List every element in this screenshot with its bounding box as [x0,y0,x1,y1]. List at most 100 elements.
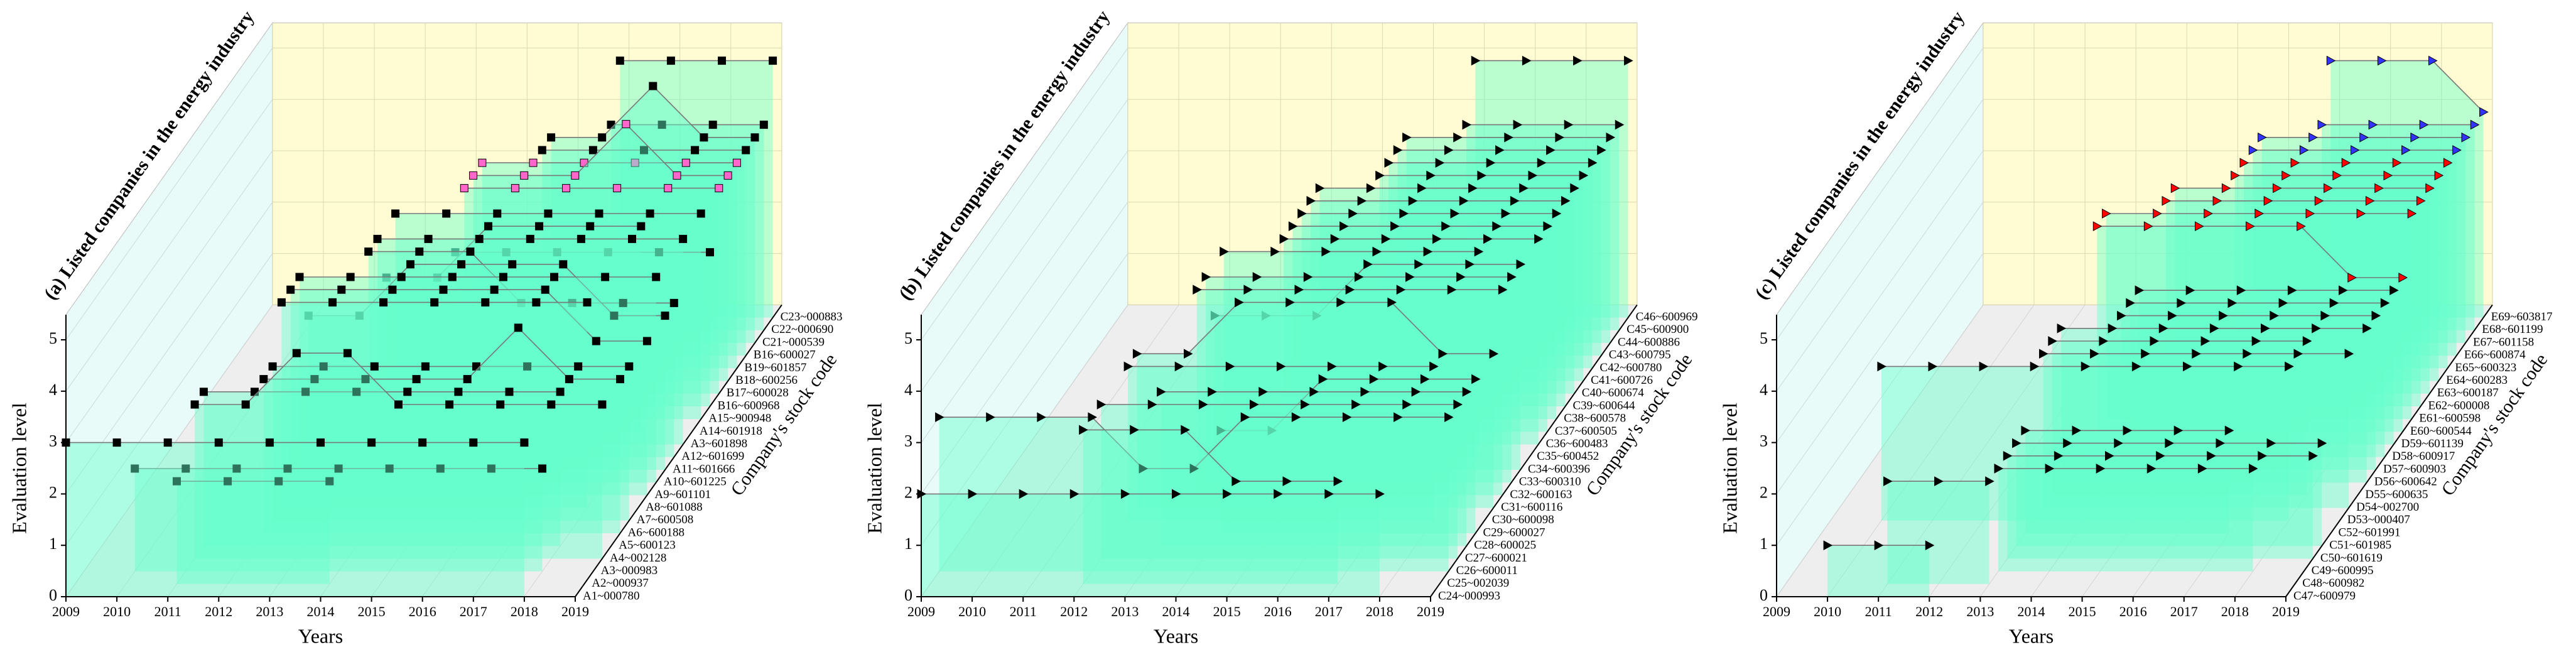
marker [1120,489,1130,499]
series-label: C24~000993 [1438,589,1500,602]
series-label: E63~600187 [2437,386,2499,399]
marker [1096,399,1107,410]
marker [1291,412,1301,423]
marker [2428,55,2438,66]
marker [1444,412,1454,423]
marker [595,209,603,218]
marker [2278,298,2288,308]
marker [1342,412,1352,423]
marker [1411,386,1421,397]
marker [2479,107,2489,117]
marker [1088,412,1097,423]
y-tick-label: 0 [49,586,57,604]
marker [1252,272,1262,282]
series-label: C28~600025 [1474,539,1536,552]
marker [1279,234,1289,244]
marker [385,464,394,473]
series-area [1196,290,1503,496]
marker [526,234,534,243]
marker [1483,234,1493,244]
series-line [473,123,728,176]
marker [1220,246,1229,257]
y-tick-label: 1 [1760,535,1768,553]
marker [1528,170,1538,181]
marker [1193,285,1202,295]
marker [2258,450,2267,461]
marker [1402,132,1412,143]
x-tick-label: 2012 [1060,604,1088,619]
marker [640,146,648,155]
series-label: C29~600027 [1483,526,1545,539]
series-line [386,225,641,278]
marker [2146,464,2157,474]
marker [986,412,995,423]
marker [2434,170,2444,181]
series-label: E64~600283 [2446,374,2508,387]
y-axis-title: Evaluation level [1718,403,1741,534]
marker [1606,132,1616,143]
series-line [263,327,620,380]
marker [334,464,343,473]
marker [328,298,337,307]
marker [1274,489,1283,499]
marker [532,298,541,307]
series-area [281,302,587,508]
grid-line [65,305,273,597]
marker [112,438,121,447]
marker [1309,386,1319,397]
marker [666,57,675,65]
marker [2261,323,2270,334]
x-tick-label: 2009 [52,604,80,619]
marker [669,298,678,307]
marker [2251,336,2261,346]
x-axis-title: Years [1154,624,1198,647]
marker [1426,170,1436,181]
marker [2195,221,2204,232]
series-label: E62~600008 [2428,399,2490,412]
series-area [1206,277,1512,483]
y-tick-label: 4 [49,381,57,399]
marker [493,209,502,218]
marker [535,222,544,231]
marker [592,337,600,345]
x-tick-label: 2018 [2221,604,2249,619]
marker [1495,145,1505,155]
series-area [308,264,665,470]
marker [2324,183,2333,193]
series-area [2244,163,2448,369]
marker [1069,489,1080,499]
marker [1934,476,1944,487]
marker [1198,399,1208,410]
x-tick-label: 2019 [2272,604,2300,619]
marker [732,158,741,167]
marker [337,285,346,294]
series-label: C30~600098 [1492,513,1554,526]
marker [1324,489,1334,499]
marker [664,184,673,193]
x-tick-label: 2013 [256,604,283,619]
marker [576,234,585,243]
marker [2374,183,2384,193]
series-area [1137,302,1494,508]
series-area [377,239,683,445]
grid-line [524,305,732,597]
marker [583,298,592,307]
series-area [1406,137,1610,344]
marker [232,464,241,473]
marker [718,57,726,65]
marker [2270,310,2279,321]
marker [1414,259,1424,269]
marker [1139,464,1149,474]
marker [2054,450,2064,461]
series-area [134,469,543,572]
marker [1468,183,1478,193]
x-axis-title: Years [2009,624,2054,647]
series-line [308,264,665,317]
grid-line [1379,305,1587,597]
marker [2131,361,2141,372]
x-tick-label: 2019 [561,604,589,619]
series-label: C38~600578 [1564,412,1626,425]
x-tick-label: 2018 [511,604,538,619]
marker [1393,145,1403,155]
marker [1390,221,1400,232]
